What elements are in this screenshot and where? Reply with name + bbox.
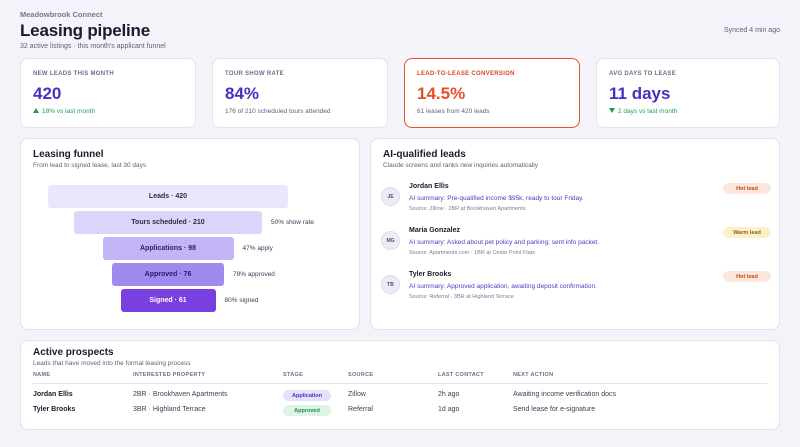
ai-leads-title: AI-qualified leads (383, 149, 466, 160)
trend-down-icon (609, 108, 615, 113)
avatar: JE (381, 187, 400, 206)
funnel-stage-bar[interactable]: Applications · 98 (102, 237, 234, 260)
kpi-card-lead-to-lease[interactable]: LEAD-TO-LEASE CONVERSION 14.5% 61 leases… (404, 58, 580, 128)
page-title: Leasing pipeline (20, 21, 150, 40)
avatar: MG (381, 231, 400, 250)
stage-badge: Application (283, 390, 331, 401)
funnel-stage-rate: 50% show rate (271, 219, 314, 226)
kpi-label: TOUR SHOW RATE (225, 71, 284, 77)
lead-source: Source: Referral · 3BR at Highland Terra… (409, 294, 514, 300)
prospect-next-action: Awaiting income verification docs (513, 391, 616, 398)
funnel-stage-rate: 80% signed (224, 297, 259, 304)
prospect-property: 2BR · Brookhaven Apartments (133, 391, 228, 398)
kpi-value: 420 (33, 84, 62, 103)
funnel-subtitle: From lead to signed lease, last 30 days (33, 162, 147, 169)
kpi-note: 176 of 210 scheduled tours attended (225, 108, 331, 115)
ai-leads-card: AI-qualified leads Claude screens and ra… (370, 138, 780, 330)
kpi-value: 84% (225, 84, 260, 103)
kpi-card-avg-days[interactable]: AVG DAYS TO LEASE 11 days 2 days vs last… (596, 58, 780, 128)
col-header-name[interactable]: NAME (33, 372, 51, 378)
lead-source: Source: Apartments.com · 1BR at Cedar Po… (409, 250, 535, 256)
avatar: TB (381, 275, 400, 294)
funnel-stage-rate: 78% approved (233, 271, 275, 278)
col-header-stage[interactable]: STAGE (283, 372, 304, 378)
kpi-label: LEAD-TO-LEASE CONVERSION (417, 71, 515, 77)
kpi-value: 11 days (609, 84, 671, 103)
prospect-name: Jordan Ellis (33, 391, 73, 398)
prospect-source: Zillow (348, 391, 366, 398)
brand-name: Meadowbrook Connect (20, 10, 103, 19)
prospects-title: Active prospects (33, 347, 114, 358)
lead-item[interactable]: JE Jordan Ellis AI summary: Pre-qualifie… (381, 183, 771, 223)
funnel-stage-bar[interactable]: Tours scheduled · 210 (74, 211, 262, 234)
kpi-trend: 2 days vs last month (609, 108, 767, 115)
lead-summary: AI summary: Pre-qualified income $95k, r… (409, 195, 584, 202)
funnel-stage-rate: 47% apply (242, 245, 273, 252)
page-header: Meadowbrook Connect Leasing pipeline 32 … (20, 10, 780, 50)
trend-up-icon (33, 108, 39, 113)
lead-item[interactable]: TB Tyler Brooks AI summary: Approved app… (381, 271, 771, 311)
prospect-source: Referral (348, 406, 373, 413)
kpi-label: AVG DAYS TO LEASE (609, 71, 677, 77)
funnel-stage-bar[interactable]: Approved · 76 (112, 263, 224, 286)
lead-item[interactable]: MG Maria Gonzalez AI summary: Asked abou… (381, 227, 771, 267)
lead-summary: AI summary: Asked about pet policy and p… (409, 239, 600, 246)
prospect-property: 3BR · Highland Terrace (133, 406, 206, 413)
funnel-stage-bar[interactable]: Signed · 61 (120, 289, 216, 312)
col-header-next-action[interactable]: NEXT ACTION (513, 372, 554, 378)
leasing-funnel-card: Leasing funnel From lead to signed lease… (20, 138, 360, 330)
lead-name: Jordan Ellis (409, 183, 449, 190)
page-subtitle: 32 active listings · this month's applic… (20, 43, 166, 50)
col-header-last-contact[interactable]: LAST CONTACT (438, 372, 484, 378)
kpi-note: 18% vs last month (42, 108, 96, 115)
prospect-last-contact: 1d ago (438, 406, 460, 413)
active-prospects-card: Active prospects Leads that have moved i… (20, 340, 780, 430)
lead-summary: AI summary: Approved application, awaiti… (409, 283, 597, 290)
ai-leads-subtitle: Claude screens and ranks new inquiries a… (383, 162, 538, 169)
col-header-property[interactable]: INTERESTED PROPERTY (133, 372, 206, 378)
kpi-card-tour-show-rate[interactable]: TOUR SHOW RATE 84% 176 of 210 scheduled … (212, 58, 388, 128)
funnel-stage-bar[interactable]: Leads · 420 (48, 185, 288, 208)
kpi-label: NEW LEADS THIS MONTH (33, 71, 114, 77)
lead-tag: Warm lead (723, 227, 771, 238)
kpi-note: 61 leases from 420 leads (417, 108, 490, 115)
lead-name: Maria Gonzalez (409, 227, 460, 234)
lead-tag: Hot lead (723, 183, 771, 194)
kpi-note: 2 days vs last month (618, 108, 678, 115)
prospect-next-action: Send lease for e-signature (513, 406, 596, 413)
kpi-trend: 18% vs last month (33, 108, 183, 115)
lead-name: Tyler Brooks (409, 271, 452, 278)
stage-badge: Approved (283, 405, 331, 416)
prospects-subtitle: Leads that have moved into the formal le… (33, 360, 191, 367)
funnel-title: Leasing funnel (33, 149, 104, 160)
col-header-source[interactable]: SOURCE (348, 372, 374, 378)
lead-tag: Hot lead (723, 271, 771, 282)
kpi-value: 14.5% (417, 84, 466, 103)
kpi-card-new-leads[interactable]: NEW LEADS THIS MONTH 420 18% vs last mon… (20, 58, 196, 128)
prospect-name: Tyler Brooks (33, 406, 76, 413)
lead-source: Source: Zillow · 2BR at Brookhaven Apart… (409, 206, 526, 212)
sync-status: Synced 4 min ago (723, 27, 780, 34)
prospect-last-contact: 2h ago (438, 391, 460, 398)
table-divider (33, 383, 767, 384)
